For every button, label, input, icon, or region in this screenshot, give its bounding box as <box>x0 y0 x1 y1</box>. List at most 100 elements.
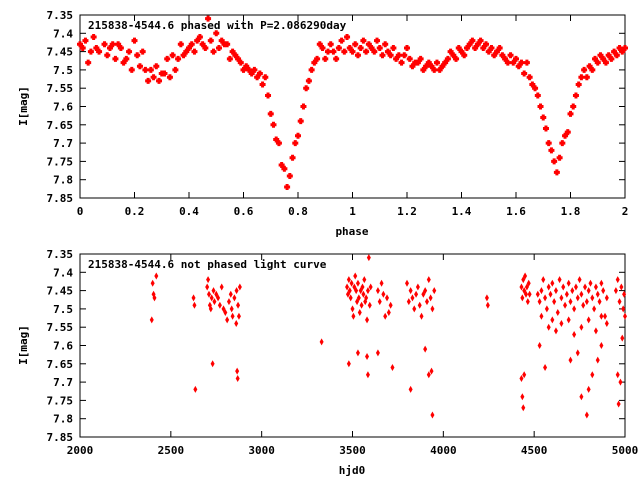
data-point <box>472 44 479 51</box>
data-point <box>327 41 334 48</box>
data-point <box>488 44 495 51</box>
data-point <box>347 287 352 295</box>
data-point <box>193 385 198 393</box>
time-series-data-points <box>149 254 627 419</box>
data-point <box>365 287 370 295</box>
y-tick-label: 7.8 <box>53 413 73 426</box>
data-point <box>205 15 212 22</box>
data-point <box>474 41 481 48</box>
data-point <box>188 41 195 48</box>
data-point <box>275 140 282 147</box>
data-point <box>600 55 607 62</box>
data-point <box>101 41 108 48</box>
data-point <box>346 44 353 51</box>
data-point <box>542 125 549 132</box>
data-point <box>551 158 558 165</box>
data-point <box>362 276 367 284</box>
data-point <box>579 393 584 401</box>
data-point <box>359 301 364 309</box>
data-point <box>177 41 184 48</box>
data-point <box>546 323 551 331</box>
data-point <box>539 287 544 295</box>
data-point <box>519 374 524 382</box>
x-tick-label: 1.6 <box>506 205 526 218</box>
y-tick-label: 7.45 <box>47 285 74 298</box>
data-point <box>450 52 457 59</box>
data-point <box>361 290 366 298</box>
data-point <box>485 48 492 55</box>
data-point <box>556 154 563 161</box>
data-point <box>348 294 353 302</box>
data-point <box>581 301 586 309</box>
data-point <box>588 279 593 287</box>
data-point <box>349 279 354 287</box>
phased-chart: 7.357.47.457.57.557.67.657.77.757.87.85 … <box>17 9 628 238</box>
data-point <box>305 77 312 84</box>
data-point <box>480 44 487 51</box>
data-point <box>523 272 528 280</box>
data-point <box>608 55 615 62</box>
phased-data-points <box>77 15 628 191</box>
data-point <box>183 48 190 55</box>
data-point <box>622 44 628 51</box>
y-tick-label: 7.55 <box>47 321 74 334</box>
data-point <box>420 66 427 73</box>
x-tick-label: 0 <box>77 205 84 218</box>
data-point <box>367 301 372 309</box>
data-point <box>77 41 83 48</box>
data-point <box>208 305 213 313</box>
data-point <box>164 55 171 62</box>
data-point <box>303 85 310 92</box>
data-point <box>145 77 152 84</box>
data-point <box>235 55 242 62</box>
data-point <box>191 48 198 55</box>
time-series-y-axis-label: I[mag] <box>17 325 30 365</box>
data-point <box>366 254 371 262</box>
data-point <box>496 44 503 51</box>
data-point <box>521 404 526 412</box>
data-point <box>398 59 405 66</box>
data-point <box>592 305 597 313</box>
data-point <box>379 52 386 59</box>
data-point <box>212 298 217 306</box>
data-point <box>430 411 435 419</box>
data-point <box>192 301 197 309</box>
data-point <box>364 294 369 302</box>
data-point <box>234 320 239 328</box>
data-point <box>463 44 470 51</box>
data-point <box>79 44 86 51</box>
data-point <box>376 44 383 51</box>
data-point <box>345 283 350 291</box>
data-point <box>615 276 620 284</box>
data-point <box>360 283 365 291</box>
data-point <box>619 283 624 291</box>
data-point <box>354 52 361 59</box>
time-series-chart-title: 215838-4544.6 not phased light curve <box>88 258 327 271</box>
data-point <box>553 169 560 176</box>
data-point <box>428 294 433 302</box>
data-point <box>599 279 604 287</box>
data-point <box>561 283 566 291</box>
data-point <box>278 162 285 169</box>
data-point <box>623 312 627 320</box>
data-point <box>444 55 451 62</box>
data-point <box>207 37 214 44</box>
data-point <box>621 305 626 313</box>
data-point <box>523 59 530 66</box>
data-point <box>433 59 440 66</box>
data-point <box>346 276 351 284</box>
data-point <box>289 154 296 161</box>
data-point <box>365 371 370 379</box>
data-point <box>499 52 506 59</box>
data-point <box>236 301 241 309</box>
x-tick-label: 0.8 <box>288 205 308 218</box>
x-tick-label: 0.6 <box>234 205 254 218</box>
data-point <box>259 81 266 88</box>
data-point <box>553 287 558 295</box>
data-point <box>484 294 489 302</box>
data-point <box>555 309 560 317</box>
time-series-x-ticks: 2000 2500 3000 3500 4000 4500 5000 <box>67 254 638 457</box>
data-point <box>210 48 217 55</box>
data-point <box>324 48 331 55</box>
y-tick-label: 7.85 <box>47 431 74 444</box>
